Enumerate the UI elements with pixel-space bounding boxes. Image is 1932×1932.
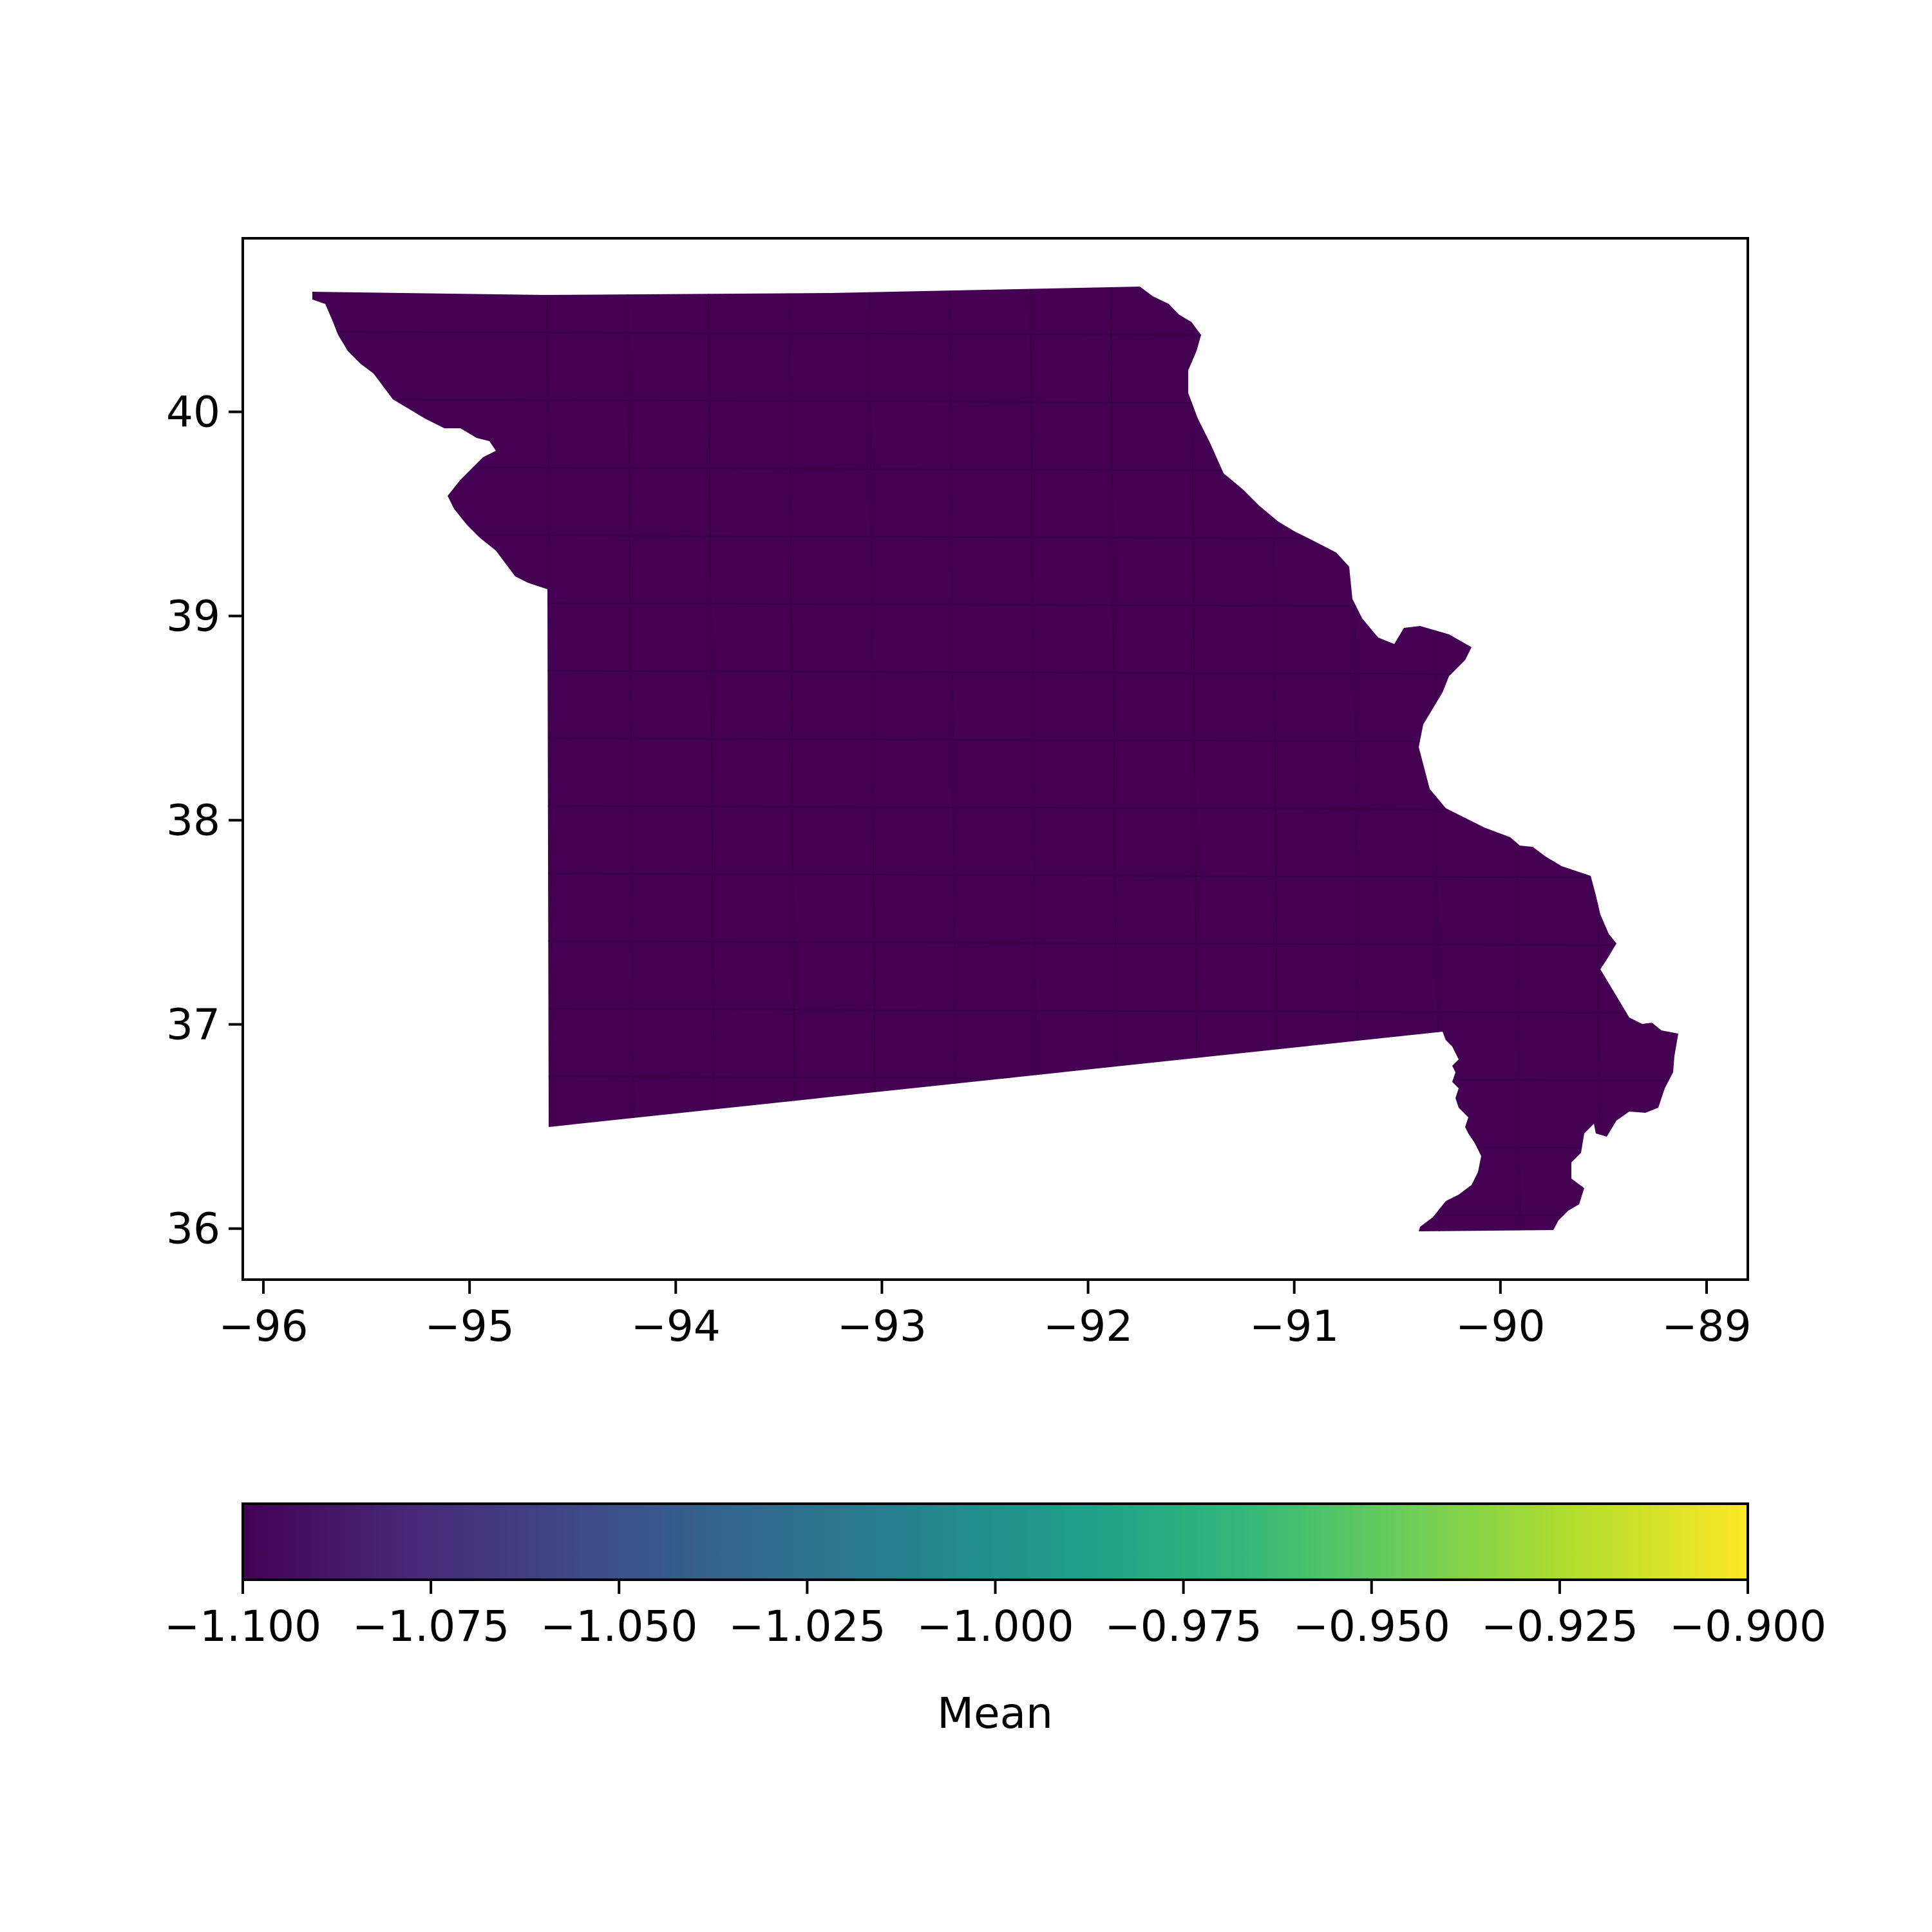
y-tick-label: 37 [166,1000,220,1050]
colorbar-tick-label: −0.975 [1105,1602,1262,1651]
y-tick-label: 38 [166,796,220,846]
colorbar-tick-label: −1.000 [916,1602,1074,1651]
x-tick-label: −92 [1043,1302,1133,1351]
map-y-axis: 36 37 38 39 40 [166,388,243,1254]
colorbar-label: Mean [937,1689,1053,1738]
colorbar-tick-label: −0.900 [1669,1602,1826,1651]
colorbar-tick-label: −1.025 [728,1602,886,1651]
y-tick-label: 36 [166,1204,220,1254]
x-tick-label: −90 [1455,1302,1545,1351]
y-tick-label: 40 [166,388,220,437]
x-tick-label: −95 [425,1302,515,1351]
county-border [547,287,554,1231]
x-tick-label: −89 [1662,1302,1751,1351]
x-tick-label: −94 [631,1302,721,1351]
y-tick-label: 39 [166,592,220,641]
x-tick-label: −96 [218,1302,308,1351]
colorbar [242,1502,1749,1581]
county-border [627,287,635,1231]
missouri-state-shape [312,287,1678,1231]
x-tick-label: −91 [1249,1302,1339,1351]
colorbar-ticks: −1.100 −1.075 −1.050 −1.025 −1.000 −0.975 −0.9… [164,1580,1826,1651]
colorbar-tick-label: −1.075 [352,1602,509,1651]
x-tick-label: −93 [837,1302,927,1351]
colorbar-tick-label: −1.100 [164,1602,321,1651]
colorbar-tick-label: −0.950 [1293,1602,1450,1651]
colorbar-tick-label: −1.050 [540,1602,697,1651]
colorbar-tick-label: −0.925 [1481,1602,1638,1651]
map-x-axis: −96 −95 −94 −93 −92 −91 −90 −89 [218,1280,1752,1351]
